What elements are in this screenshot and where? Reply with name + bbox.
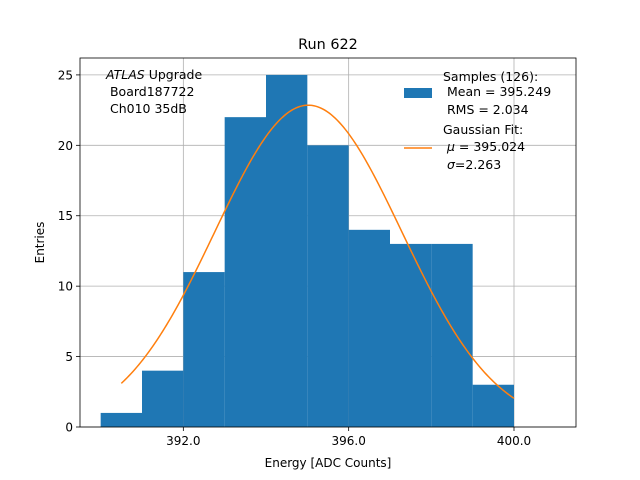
legend-fit-mu-symbol: μ — [446, 139, 455, 154]
svg-text:μ = 395.024: μ = 395.024 — [443, 139, 525, 154]
atlas-label: ATLAS — [105, 67, 145, 82]
histogram-bar — [266, 74, 308, 428]
y-axis-ticks: 0 5 10 15 20 25 — [58, 68, 80, 435]
y-tick-label: 10 — [58, 280, 73, 294]
chart-title: Run 622 — [298, 37, 358, 53]
histogram-bar — [431, 243, 473, 427]
x-tick-label: 396.0 — [331, 434, 365, 448]
run-annotation: ATLAS Upgrade Board187722 Ch010 35dB — [105, 67, 202, 116]
svg-text:σ=2.263: σ=2.263 — [443, 157, 501, 172]
y-tick-label: 5 — [65, 350, 73, 364]
x-tick-label: 400.0 — [497, 434, 531, 448]
y-tick-label: 15 — [58, 209, 73, 223]
channel-label: Ch010 35dB — [106, 101, 187, 116]
legend: Samples (126): Mean = 395.249 RMS = 2.03… — [404, 69, 551, 172]
histogram-bar — [100, 412, 142, 427]
gaussian-fit-curve — [120, 104, 515, 399]
histogram-bar — [390, 243, 432, 427]
histogram-bars — [100, 74, 514, 428]
histogram-bar — [224, 117, 266, 427]
svg-text:ATLAS Upgrade: ATLAS Upgrade — [105, 67, 202, 82]
histogram-bar — [142, 370, 184, 427]
histogram-bar — [472, 384, 514, 427]
legend-fit-title: Gaussian Fit: — [443, 122, 523, 137]
legend-fit-mu-value: = 395.024 — [455, 139, 525, 154]
x-tick-label: 392.0 — [166, 434, 200, 448]
histogram-bar — [183, 272, 225, 427]
legend-samples-swatch — [404, 88, 432, 98]
legend-samples-title: Samples (126): — [443, 69, 538, 84]
legend-samples-rms: RMS = 2.034 — [443, 102, 529, 117]
plot-area-frame — [79, 57, 577, 428]
y-tick-label: 20 — [58, 139, 73, 153]
upgrade-label: Upgrade — [145, 67, 203, 82]
y-tick-label: 0 — [65, 421, 73, 435]
legend-fit-sigma-symbol: σ — [447, 157, 456, 172]
legend-fit-sigma-value: =2.263 — [455, 157, 501, 172]
x-axis-label: Energy [ADC Counts] — [265, 456, 392, 470]
histogram-bar — [348, 229, 390, 427]
y-axis-label: Entries — [33, 222, 47, 264]
legend-samples-mean: Mean = 395.249 — [443, 84, 551, 99]
histogram-bar — [307, 145, 349, 427]
x-axis-ticks: 392.0 396.0 400.0 — [166, 427, 531, 448]
board-label: Board187722 — [106, 84, 194, 99]
y-tick-label: 25 — [58, 68, 73, 82]
